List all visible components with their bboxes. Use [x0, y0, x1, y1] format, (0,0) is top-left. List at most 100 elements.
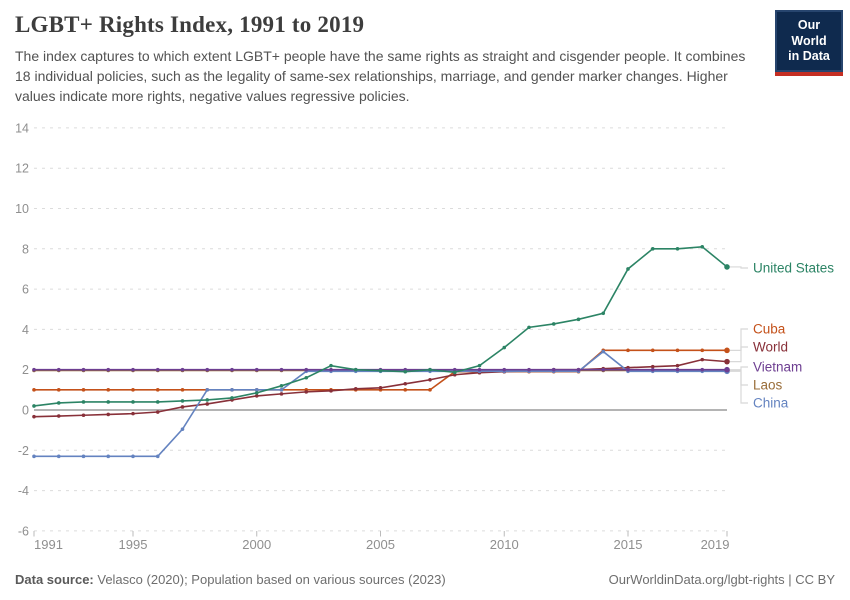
data-point	[626, 267, 630, 271]
data-point	[403, 388, 408, 392]
data-point	[428, 367, 432, 372]
owid-logo-box: Our World in Data	[775, 10, 843, 72]
data-point	[675, 247, 680, 251]
series-label-world[interactable]: World	[753, 340, 788, 355]
label-connector-china	[730, 370, 748, 404]
data-point	[81, 388, 86, 392]
series-label-laos[interactable]: Laos	[753, 378, 783, 393]
series-china	[32, 349, 730, 459]
data-point	[180, 399, 185, 403]
series-united-states	[32, 244, 730, 408]
data-point	[650, 348, 655, 353]
y-tick-label: 6	[22, 283, 29, 297]
label-connector-laos	[730, 369, 748, 386]
chart-subtitle: The index captures to which extent LGBT+…	[15, 48, 746, 104]
data-point	[353, 387, 358, 391]
series-end-dot-united-states	[724, 264, 730, 270]
gridline-6: 6	[22, 283, 727, 297]
gridline--2: -2	[18, 444, 727, 458]
series-label-cuba[interactable]: Cuba	[753, 322, 786, 337]
data-point	[230, 388, 234, 392]
y-tick-label: 0	[22, 404, 29, 418]
label-connector-cuba	[730, 328, 748, 351]
data-point	[81, 454, 86, 459]
data-point	[477, 363, 482, 368]
x-tick-label: 1995	[119, 537, 148, 552]
data-point	[56, 388, 61, 392]
data-point	[378, 386, 383, 390]
series-label-china[interactable]: China	[753, 396, 789, 411]
data-point	[155, 388, 160, 392]
data-point	[254, 391, 259, 395]
gridline-0: 0	[22, 404, 727, 418]
data-point	[106, 412, 111, 417]
y-tick-label: -2	[18, 444, 29, 458]
data-point	[304, 390, 309, 394]
label-connector-united-states	[730, 266, 748, 269]
chart-canvas[interactable]: 14 12 10 8 6 4 2 0 -2 -4 -6 1991 1995 2000 2005 2010 201…	[0, 0, 850, 560]
data-point	[403, 369, 408, 374]
gridline--6: -6	[18, 524, 727, 538]
gridline-12: 12	[15, 162, 727, 176]
gridline-4: 4	[22, 323, 727, 337]
owid-logo[interactable]: Our World in Data	[775, 10, 843, 76]
credit-link[interactable]: OurWorldinData.org/lgbt-rights | CC BY	[608, 572, 835, 587]
data-point	[700, 367, 705, 372]
x-tick-label: 2019	[701, 537, 730, 552]
data-point	[131, 367, 135, 372]
data-point	[378, 368, 383, 373]
y-tick-label: 2	[22, 363, 29, 377]
data-point	[477, 367, 482, 372]
series-line-china	[34, 350, 727, 458]
data-source-text: Velasco (2020); Population based on vari…	[93, 572, 446, 587]
data-point	[304, 367, 309, 372]
data-point	[32, 414, 36, 419]
owid-logo-line2: in Data	[788, 49, 830, 64]
x-tick-2010: 2010	[490, 531, 519, 552]
data-point	[131, 388, 135, 392]
x-tick-label: 2015	[614, 537, 643, 552]
data-point	[155, 410, 160, 414]
y-tick-label: 8	[22, 242, 29, 256]
data-point	[353, 367, 358, 372]
x-tick-2015: 2015	[614, 531, 643, 552]
x-tick-label: 1991	[34, 537, 63, 552]
data-point	[254, 394, 259, 398]
label-connector-vietnam	[730, 366, 748, 371]
data-point	[675, 367, 680, 372]
data-point	[131, 454, 135, 459]
x-tick-label: 2005	[366, 537, 395, 552]
series-label-united-states[interactable]: United States	[753, 261, 834, 276]
data-point	[81, 400, 86, 404]
data-point	[106, 454, 111, 459]
data-point	[32, 454, 36, 459]
data-point	[700, 357, 705, 362]
data-point	[131, 400, 135, 404]
data-source-note: Data source: Velasco (2020); Population …	[15, 572, 446, 587]
data-point	[650, 247, 655, 251]
data-point	[576, 317, 581, 322]
data-point	[32, 404, 36, 408]
data-point	[279, 384, 284, 388]
data-point	[601, 349, 606, 354]
data-point	[675, 363, 680, 368]
data-point	[205, 367, 210, 372]
y-tick-label: -4	[18, 484, 29, 498]
data-point	[601, 311, 606, 316]
data-point	[106, 367, 111, 372]
data-point	[576, 367, 581, 372]
data-point	[279, 367, 284, 372]
data-point	[155, 367, 160, 372]
series-label-vietnam[interactable]: Vietnam	[753, 360, 802, 375]
x-tick-label: 2000	[242, 537, 271, 552]
data-point	[279, 392, 284, 396]
data-point	[180, 405, 185, 409]
data-point	[527, 325, 531, 330]
data-point	[428, 388, 432, 392]
data-point	[304, 375, 309, 380]
data-point	[106, 388, 111, 392]
y-tick-label: 10	[15, 202, 29, 216]
data-point	[56, 401, 61, 405]
data-point	[254, 388, 259, 392]
data-point	[329, 367, 333, 372]
